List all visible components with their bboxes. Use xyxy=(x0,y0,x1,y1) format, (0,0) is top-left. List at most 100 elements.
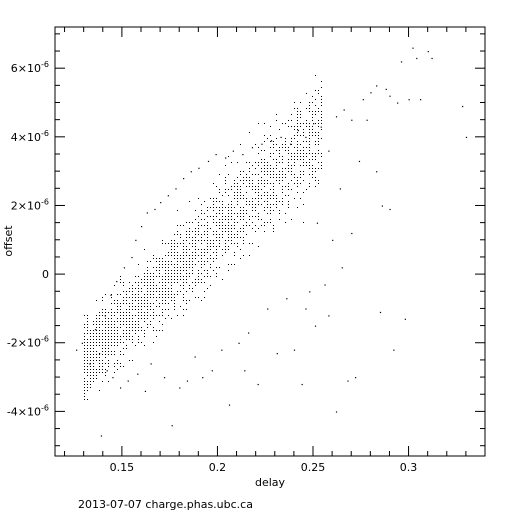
data-point xyxy=(144,315,145,316)
data-point xyxy=(195,255,196,256)
data-point xyxy=(216,246,217,247)
data-point xyxy=(204,213,205,214)
data-point xyxy=(111,312,112,313)
data-point xyxy=(362,99,364,101)
data-point xyxy=(129,291,130,292)
data-point xyxy=(240,207,241,208)
data-point xyxy=(216,213,217,214)
data-point xyxy=(237,195,238,196)
data-point xyxy=(189,264,190,265)
data-point xyxy=(171,294,172,295)
data-point xyxy=(90,375,91,376)
data-point xyxy=(174,258,175,259)
data-point xyxy=(201,255,202,256)
data-point xyxy=(297,180,298,181)
data-point xyxy=(120,324,121,325)
data-point xyxy=(216,198,217,199)
data-point xyxy=(210,267,211,268)
data-point xyxy=(102,351,103,352)
data-point xyxy=(228,249,229,250)
data-point xyxy=(231,243,232,244)
data-point xyxy=(126,321,127,322)
data-point xyxy=(153,291,154,292)
data-point xyxy=(111,345,112,346)
data-point xyxy=(120,339,121,340)
data-point xyxy=(300,150,301,151)
data-point xyxy=(240,180,241,181)
data-point xyxy=(180,291,181,292)
data-point xyxy=(105,333,106,334)
data-point xyxy=(282,177,283,178)
data-point xyxy=(183,297,184,298)
data-point xyxy=(183,255,184,256)
data-point xyxy=(291,156,292,157)
data-point xyxy=(225,192,226,193)
plot-frame xyxy=(54,26,486,457)
data-point xyxy=(213,252,214,253)
data-point xyxy=(264,162,265,163)
data-point xyxy=(288,120,289,121)
data-point xyxy=(267,201,268,202)
data-point xyxy=(156,306,157,307)
data-point xyxy=(258,174,259,175)
data-point xyxy=(174,282,175,283)
data-point xyxy=(207,160,210,163)
data-point xyxy=(177,267,178,268)
y-tick-labels: -4×10-6-2×10-602×10-64×10-66×10-6 xyxy=(7,60,49,418)
data-point xyxy=(156,330,157,331)
data-point xyxy=(141,226,143,228)
data-point xyxy=(144,345,145,346)
data-point xyxy=(216,240,217,241)
data-point xyxy=(165,294,166,295)
data-point xyxy=(123,321,124,322)
data-point xyxy=(129,288,130,289)
data-point xyxy=(282,171,283,172)
data-point xyxy=(141,327,142,328)
data-point xyxy=(316,222,319,224)
data-point xyxy=(105,321,106,322)
data-point xyxy=(159,276,160,277)
data-point xyxy=(210,240,211,241)
data-point xyxy=(264,168,265,169)
data-point xyxy=(159,306,160,307)
data-point xyxy=(248,332,250,334)
data-point xyxy=(120,342,121,343)
data-point xyxy=(234,219,235,220)
data-point xyxy=(126,294,127,295)
data-point xyxy=(285,195,286,196)
data-point xyxy=(102,360,103,361)
data-point xyxy=(84,390,85,391)
data-point xyxy=(267,138,268,139)
data-point xyxy=(232,150,234,152)
data-point xyxy=(309,105,310,106)
data-point xyxy=(180,225,181,226)
data-point xyxy=(114,321,115,322)
data-point xyxy=(290,143,292,145)
data-point xyxy=(297,156,298,157)
data-point xyxy=(306,120,307,121)
data-point xyxy=(201,210,202,211)
data-point xyxy=(273,177,274,178)
data-point xyxy=(237,162,238,163)
data-point xyxy=(150,294,151,295)
data-point xyxy=(201,279,202,280)
data-point xyxy=(123,303,124,304)
data-point xyxy=(261,183,262,184)
data-point xyxy=(162,243,163,244)
data-point xyxy=(93,378,94,379)
data-point xyxy=(294,138,295,139)
data-point xyxy=(111,294,112,295)
data-point xyxy=(163,377,166,379)
data-point xyxy=(183,285,184,286)
data-point xyxy=(132,294,133,295)
data-point xyxy=(160,202,162,204)
data-point xyxy=(141,315,142,316)
data-point xyxy=(288,204,289,205)
data-point xyxy=(231,213,232,214)
data-point xyxy=(279,219,280,220)
data-point xyxy=(87,369,88,370)
data-point xyxy=(87,357,88,358)
data-point xyxy=(242,153,244,156)
data-point xyxy=(273,189,274,190)
data-point xyxy=(114,345,115,346)
